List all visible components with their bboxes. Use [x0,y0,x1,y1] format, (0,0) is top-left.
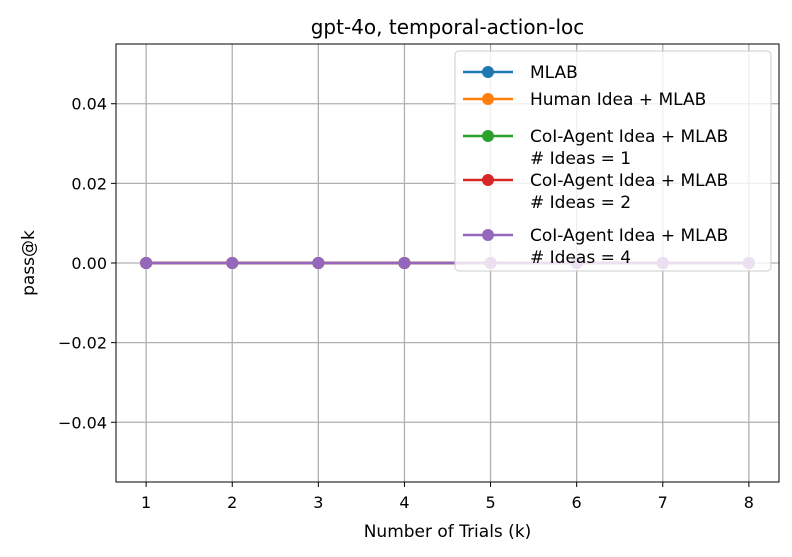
y-tick-label: 0.00 [71,254,107,273]
data-point [312,257,325,269]
y-tick-label: −0.02 [58,334,107,353]
legend-label: CoI-Agent Idea + MLAB # Ideas = 1 [530,127,728,169]
data-point [226,257,239,269]
x-tick-label: 7 [658,493,668,512]
data-point [140,257,153,269]
x-tick-label: 2 [227,493,237,512]
legend-marker [482,93,494,105]
legend-marker [482,229,494,241]
y-tick-label: −0.04 [58,413,107,432]
legend-label-line: CoI-Agent Idea + MLAB [530,127,728,147]
legend-label-line: MLAB [530,63,578,83]
y-axis-label: pass@k [19,230,39,296]
x-tick-label: 4 [399,493,409,512]
legend-marker [482,66,494,78]
y-tick-label: 0.02 [71,174,107,193]
legend-label-line: # Ideas = 4 [530,248,631,268]
legend-item: CoI-Agent Idea + MLAB # Ideas = 4 [463,226,728,268]
legend-label: Human Idea + MLAB [530,90,706,110]
x-tick-label: 6 [572,493,582,512]
x-tick-label: 8 [744,493,754,512]
legend-label-line: # Ideas = 1 [530,149,631,169]
legend-item: Human Idea + MLAB [463,90,706,110]
x-tick-label: 3 [313,493,323,512]
legend-item: CoI-Agent Idea + MLAB # Ideas = 1 [463,127,728,169]
legend-box [454,50,772,272]
x-tick-label: 1 [141,493,151,512]
legend-label-line: CoI-Agent Idea + MLAB [530,171,728,191]
legend: MLAB Human Idea + MLAB CoI-Agent Idea + ML… [454,50,772,272]
x-tick-label: 5 [485,493,495,512]
legend-item: CoI-Agent Idea + MLAB # Ideas = 2 [463,171,728,213]
legend-label-line: Human Idea + MLAB [530,90,706,110]
legend-marker [482,174,494,186]
y-tick-label: 0.04 [71,95,107,114]
legend-item: MLAB [463,63,578,83]
legend-label-line: CoI-Agent Idea + MLAB [530,226,728,246]
chart-title: gpt-4o, temporal-action-loc [311,15,585,39]
legend-label: CoI-Agent Idea + MLAB # Ideas = 4 [530,226,728,268]
x-axis-ticks: 1 2 3 4 5 6 7 8 [141,482,754,512]
legend-marker [482,130,494,142]
data-point [398,257,411,269]
legend-label: CoI-Agent Idea + MLAB # Ideas = 2 [530,171,728,213]
x-axis-label: Number of Trials (k) [364,522,532,542]
y-axis-ticks: 0.04 0.02 0.00 −0.02 −0.04 [58,95,116,432]
legend-label-line: # Ideas = 2 [530,193,631,213]
legend-label: MLAB [530,63,578,83]
